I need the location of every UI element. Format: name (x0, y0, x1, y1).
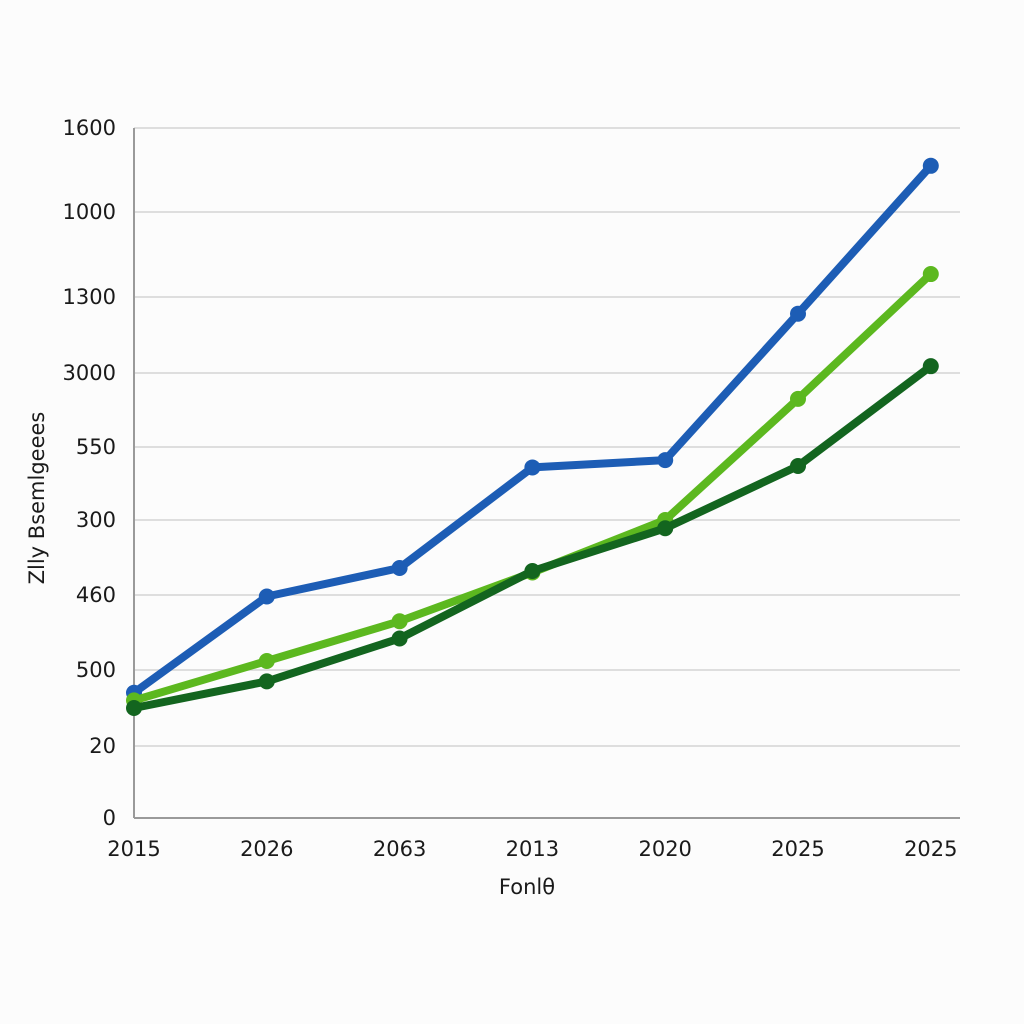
data-point (657, 452, 674, 469)
data-point (258, 673, 275, 690)
data-point (258, 588, 275, 605)
y-tick-label: 550 (76, 435, 116, 459)
y-tick-label: 1600 (63, 116, 116, 140)
series-2 (126, 266, 939, 709)
y-tick-label: 500 (76, 658, 116, 682)
x-tick-label: 2063 (373, 837, 426, 861)
data-point (922, 266, 939, 283)
x-tick-label: 2020 (638, 837, 691, 861)
data-point (922, 157, 939, 174)
data-point (126, 700, 142, 716)
y-tick-label: 1000 (63, 200, 116, 224)
x-tick-label: 2025 (904, 837, 957, 861)
series-line (130, 362, 935, 712)
data-point (391, 560, 408, 576)
x-tick-label: 2013 (506, 837, 559, 861)
y-tick-label: 3000 (63, 361, 116, 385)
x-tick-label: 2015 (107, 837, 160, 861)
data-point (790, 390, 806, 407)
y-axis-title: Zlly Bsemlgeees (25, 412, 49, 585)
y-tick-label: 0 (103, 806, 116, 830)
data-point (524, 459, 541, 476)
data-point (657, 520, 674, 537)
data-point (790, 457, 806, 474)
y-tick-label: 460 (76, 583, 116, 607)
axes (133, 128, 960, 819)
data-point (391, 630, 408, 647)
y-tick-label: 20 (89, 734, 116, 758)
x-tick-label: 2025 (771, 837, 824, 861)
series-1 (126, 157, 939, 701)
data-point (391, 613, 408, 630)
y-tick-label: 300 (76, 508, 116, 532)
series-line (130, 161, 935, 697)
data-point (258, 653, 275, 669)
series-line (130, 270, 935, 705)
y-tick-label: 1300 (63, 285, 116, 309)
series-3 (126, 358, 939, 716)
tick-labels: 0 20 500 460 300 550 3000 1300 1000 1600 2015 2026 2… (63, 116, 958, 861)
data-series (126, 157, 939, 716)
data-point (790, 305, 806, 322)
x-axis-title: Fonlθ (499, 875, 555, 899)
data-point (524, 563, 541, 579)
data-point (922, 358, 939, 375)
x-tick-label: 2026 (240, 837, 293, 861)
